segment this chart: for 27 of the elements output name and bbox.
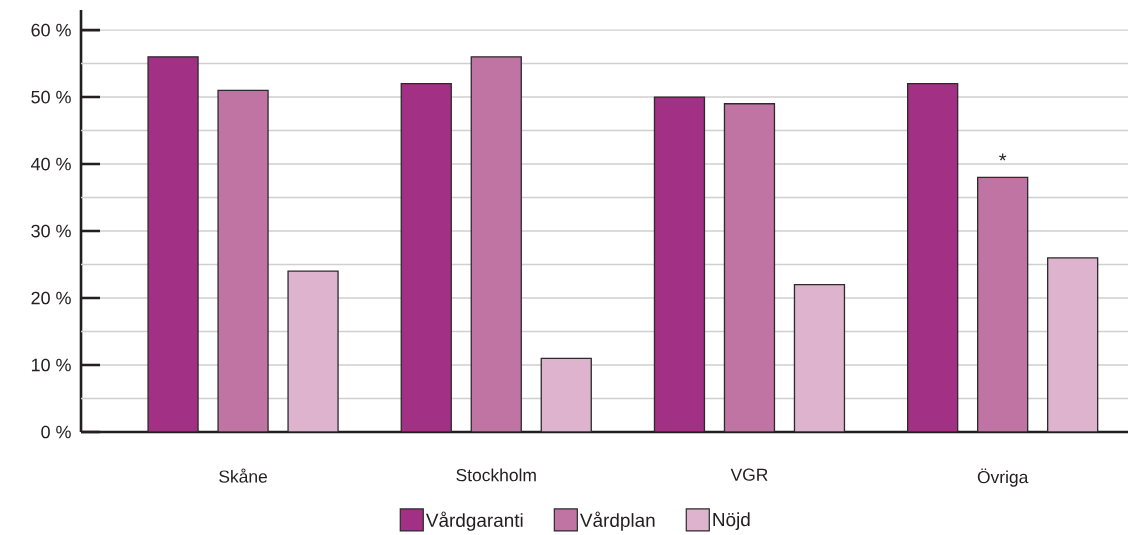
bar — [653, 96, 706, 432]
y-tick-label: 30 % — [31, 224, 71, 238]
bar — [793, 283, 846, 432]
legend-label: Vårdplan — [580, 511, 655, 531]
data-label: * — [999, 153, 1007, 161]
bar — [470, 56, 522, 432]
bar — [723, 103, 776, 432]
x-tick-label: Stockholm — [456, 468, 536, 482]
bar — [287, 270, 339, 432]
y-tick-label: 20 % — [31, 291, 71, 305]
y-tick-label: 50 % — [31, 90, 71, 104]
y-tick-label: 0 % — [41, 425, 71, 439]
y-tick-label: 60 % — [31, 23, 71, 37]
bar — [217, 89, 269, 432]
legend-label: Nöjd — [713, 512, 750, 530]
y-tick-label: 10 % — [31, 358, 71, 372]
bar — [977, 176, 1029, 432]
x-tick-label: Skåne — [219, 468, 267, 483]
y-tick-label: 40 % — [31, 157, 71, 171]
bar — [147, 56, 199, 432]
x-tick-label: Övriga — [977, 468, 1029, 487]
bar — [400, 83, 452, 432]
legend-label: Vårdgaranti — [425, 511, 523, 531]
bar — [907, 83, 959, 432]
x-tick-label: VGR — [730, 468, 768, 481]
bar — [1047, 257, 1099, 432]
bar — [540, 357, 592, 432]
